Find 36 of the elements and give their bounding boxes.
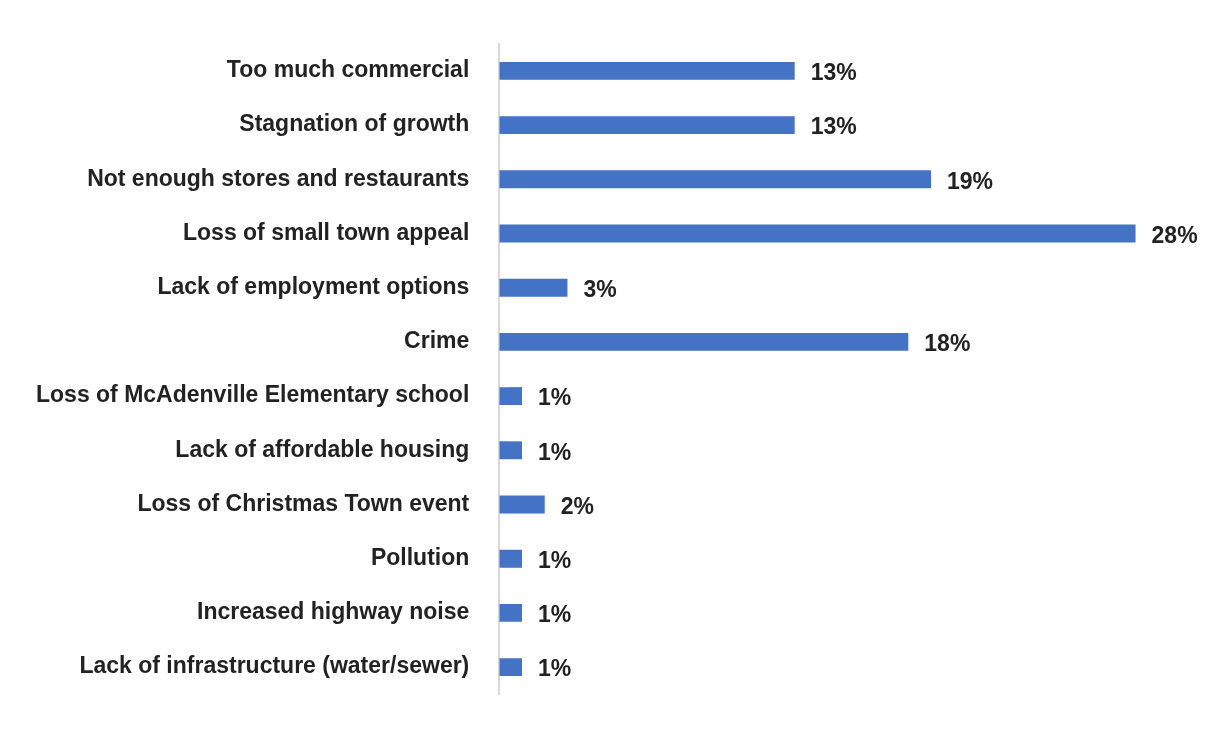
bar (499, 658, 523, 677)
data-label: 13% (810, 59, 857, 86)
bar (499, 170, 932, 189)
y-tick-label: Too much commercial (226, 56, 470, 83)
y-tick-label: Loss of small town appeal (183, 218, 470, 245)
data-label: 2% (560, 492, 594, 519)
bar (499, 332, 909, 351)
bar (499, 603, 523, 622)
y-tick-label: Crime (404, 327, 470, 354)
bar (499, 61, 795, 80)
y-tick-label: Stagnation of growth (239, 110, 470, 137)
bar (499, 116, 795, 135)
data-label: 1% (538, 547, 572, 574)
bar (499, 441, 523, 460)
data-label: 1% (538, 384, 572, 411)
y-tick-label: Lack of infrastructure (water/sewer) (79, 652, 470, 679)
data-label: 1% (538, 655, 572, 682)
bar (499, 495, 545, 514)
bar (499, 549, 523, 568)
data-label: 13% (810, 113, 857, 140)
y-tick-label: Pollution (370, 544, 470, 571)
data-label: 3% (583, 276, 617, 303)
data-label: 18% (924, 330, 971, 357)
y-tick-label: Lack of affordable housing (175, 435, 470, 462)
y-tick-label: Not enough stores and restaurants (87, 164, 470, 191)
bar (499, 224, 1136, 243)
data-label: 28% (1151, 221, 1198, 248)
data-label: 1% (538, 438, 572, 465)
y-tick-label: Loss of McAdenville Elementary school (35, 381, 470, 408)
data-label: 1% (538, 601, 572, 628)
bar (499, 278, 568, 297)
y-tick-label: Lack of employment options (157, 273, 470, 300)
data-label: 19% (947, 167, 994, 194)
y-tick-label: Loss of Christmas Town event (137, 489, 470, 516)
bar (499, 387, 523, 406)
y-tick-label: Increased highway noise (197, 598, 470, 625)
